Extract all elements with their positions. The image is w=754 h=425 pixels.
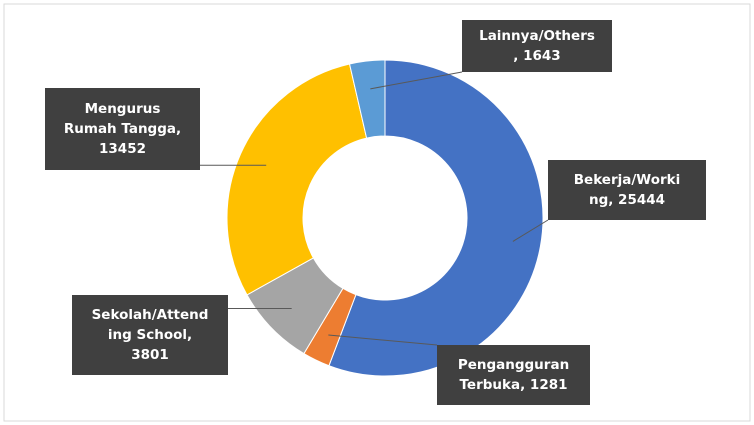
data-label-line: Sekolah/Attend bbox=[92, 307, 209, 323]
label-box bbox=[462, 20, 612, 72]
data-label: Sekolah/Attend ing School, 3801 bbox=[92, 307, 209, 363]
data-label: Lainnya/Others , 1643 bbox=[479, 28, 595, 64]
label-box bbox=[437, 345, 590, 405]
label-box bbox=[45, 88, 200, 170]
data-label-line: , 1643 bbox=[513, 48, 560, 64]
data-label-line: Terbuka, 1281 bbox=[460, 377, 568, 393]
data-label: Bekerja/Worki ng, 25444 bbox=[574, 172, 681, 208]
leader-line bbox=[328, 334, 438, 346]
data-label: Mengurus Rumah Tangga, 13452 bbox=[64, 101, 181, 157]
donut-slice: Mengurus Rumah Tangga bbox=[226, 63, 368, 296]
data-label-line: Pengangguran bbox=[458, 357, 569, 373]
data-label-line: Rumah Tangga, bbox=[64, 121, 181, 137]
leader-line bbox=[370, 71, 463, 90]
data-label-line: 3801 bbox=[131, 347, 169, 363]
data-label-line: Mengurus bbox=[85, 101, 161, 117]
data-label-line: ing School, bbox=[108, 327, 192, 343]
data-label-line: Bekerja/Worki bbox=[574, 172, 681, 188]
data-label-line: 13452 bbox=[99, 141, 146, 157]
label-box bbox=[72, 295, 228, 375]
data-label-line: ng, 25444 bbox=[589, 192, 665, 208]
data-label: Pengangguran Terbuka, 1281 bbox=[458, 357, 569, 393]
data-label-line: Lainnya/Others bbox=[479, 28, 595, 44]
label-box bbox=[548, 160, 706, 220]
donut-slice: Lainnya/Others bbox=[348, 59, 386, 139]
leader-line bbox=[512, 219, 549, 242]
